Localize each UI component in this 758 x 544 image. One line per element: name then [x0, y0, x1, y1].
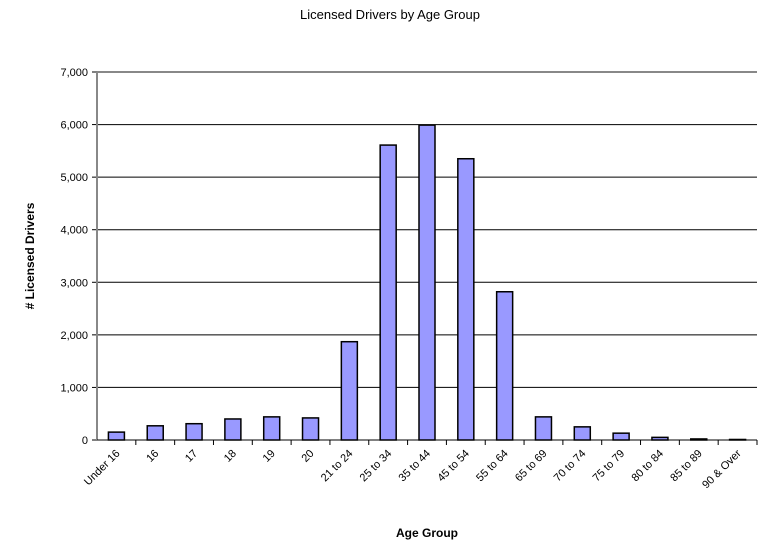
bar: [612, 432, 630, 441]
x-tick-label: 65 to 69: [513, 448, 550, 485]
bar: [495, 290, 514, 441]
y-tick-label: 2,000: [60, 330, 88, 342]
x-tick-label: 17: [183, 448, 200, 465]
x-tick-label: 18: [222, 448, 239, 465]
bar: [418, 124, 436, 441]
bar: [457, 157, 475, 441]
x-tick-label: 70 to 74: [552, 448, 589, 485]
x-tick-label: 75 to 79: [591, 448, 628, 485]
x-tick-label: 45 to 54: [435, 448, 472, 485]
x-tick-label: 85 to 89: [668, 448, 705, 485]
y-axis-title: # Licensed Drivers: [23, 202, 37, 309]
chart-title: Licensed Drivers by Age Group: [300, 7, 480, 22]
y-tick-label: 5,000: [60, 172, 88, 184]
x-tick-label: 35 to 44: [397, 448, 434, 485]
x-tick-label: 80 to 84: [629, 448, 666, 485]
bar: [301, 417, 320, 441]
bar: [262, 416, 281, 441]
x-tick-label: 21 to 24: [319, 448, 356, 485]
bar: [185, 422, 203, 441]
y-tick-label: 3,000: [60, 277, 88, 289]
x-axis-title: Age Group: [396, 526, 458, 540]
y-tick-label: 6,000: [60, 120, 88, 132]
x-tick-label: 55 to 64: [474, 448, 511, 485]
x-tick-label: 90 & Over: [700, 447, 744, 491]
bar: [224, 418, 242, 441]
x-tick-label: 19: [261, 448, 278, 465]
y-tick-label: 7,000: [60, 67, 88, 79]
bar: [534, 416, 553, 441]
y-tick-label: 0: [82, 435, 88, 447]
bar: [107, 431, 126, 441]
x-tick-label: 25 to 34: [358, 448, 395, 485]
x-tick-label: 20: [300, 448, 317, 465]
bar: [573, 426, 592, 441]
bar: [146, 425, 164, 441]
bar: [379, 144, 397, 441]
x-tick-label: Under 16: [82, 448, 122, 488]
y-tick-label: 1,000: [60, 382, 88, 394]
x-tick-label: 16: [144, 448, 161, 465]
bar: [340, 340, 359, 441]
y-tick-label: 4,000: [60, 225, 88, 237]
